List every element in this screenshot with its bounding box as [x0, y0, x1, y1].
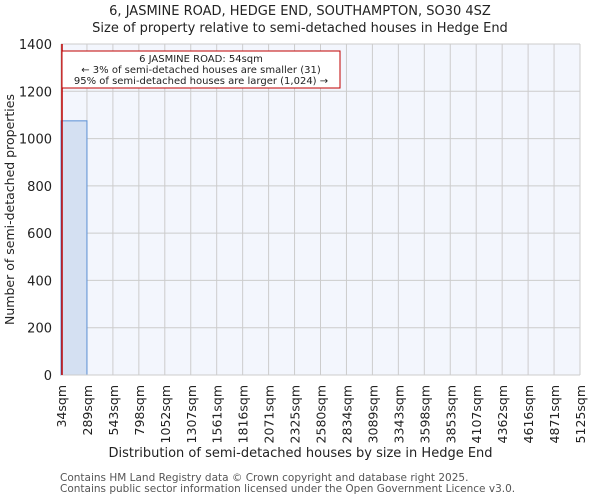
x-tick-label: 2580sqm [314, 385, 329, 443]
footer-line-2: Contains public sector information licen… [60, 483, 516, 495]
x-tick-label: 3343sqm [391, 385, 406, 443]
annotation-line-1: 6 JASMINE ROAD: 54sqm [139, 54, 263, 65]
x-tick-label: 2834sqm [339, 385, 354, 443]
y-axis-label: Number of semi-detached properties [2, 94, 17, 325]
footer-line-1: Contains HM Land Registry data © Crown c… [60, 472, 469, 484]
y-tick-label: 1200 [19, 85, 52, 100]
x-tick-label: 1307sqm [184, 385, 199, 443]
x-tick-label: 543sqm [106, 385, 121, 435]
x-tick-label: 4107sqm [469, 385, 484, 443]
histogram-chart: 0 200 400 600 800 1000 1200 1400 34sqm 289sqm 543s… [2, 38, 588, 461]
y-tick-label: 0 [44, 369, 52, 384]
x-tick-label: 289sqm [80, 385, 95, 435]
y-tick-label: 800 [27, 180, 52, 195]
y-tick-label: 400 [27, 274, 52, 289]
annotation-line-2: ← 3% of semi-detached houses are smaller… [81, 65, 321, 76]
x-tick-label: 3853sqm [443, 385, 458, 443]
x-tick-label: 1052sqm [158, 385, 173, 443]
x-tick-label: 2071sqm [262, 385, 277, 443]
x-tick-label: 4362sqm [495, 385, 510, 443]
chart-title: 6, JASMINE ROAD, HEDGE END, SOUTHAMPTON,… [109, 4, 491, 19]
x-tick-label: 2325sqm [288, 385, 303, 443]
x-tick-label: 34sqm [54, 385, 69, 428]
x-tick-label: 5125sqm [573, 385, 588, 443]
x-tick-label: 3089sqm [365, 385, 380, 443]
histogram-bar [60, 120, 88, 376]
y-tick-label: 1400 [19, 38, 52, 53]
x-tick-label: 798sqm [132, 385, 147, 435]
y-tick-label: 200 [27, 322, 52, 337]
chart-subtitle: Size of property relative to semi-detach… [92, 21, 508, 36]
y-tick-label: 1000 [19, 133, 52, 148]
x-tick-label: 1561sqm [210, 385, 225, 443]
x-tick-label: 4616sqm [521, 385, 536, 443]
annotation-line-3: 95% of semi-detached houses are larger (… [74, 76, 328, 87]
x-tick-label: 4871sqm [547, 385, 562, 443]
x-tick-label: 1816sqm [236, 385, 251, 443]
x-tick-label: 3598sqm [417, 385, 432, 443]
annotation-box [61, 50, 341, 89]
x-axis-label: Distribution of semi-detached houses by … [108, 446, 492, 461]
y-tick-label: 600 [27, 227, 52, 242]
